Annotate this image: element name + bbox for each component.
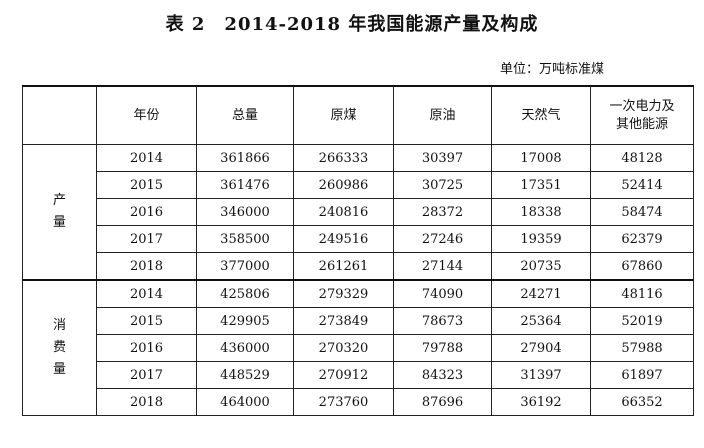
table-title: 表 2 2014-2018 年我国能源产量及构成 xyxy=(165,14,539,35)
table-row: 2016 436000 270320 79788 27904 57988 xyxy=(23,334,694,362)
cell-year: 2016 xyxy=(96,334,197,362)
cell-primary-power: 52414 xyxy=(590,171,694,199)
cell-total: 464000 xyxy=(196,388,294,416)
table-row: 消 费 量 2014 425806 279329 74090 24271 48116 xyxy=(22,279,694,416)
cell-oil: 30397 xyxy=(393,144,492,172)
table-row: 2017 358500 249516 27246 19359 62379 xyxy=(23,225,694,253)
cell-year: 2014 xyxy=(96,144,197,172)
cell-gas: 19359 xyxy=(491,225,591,253)
cell-year: 2017 xyxy=(96,361,197,389)
cell-total: 346000 xyxy=(196,198,294,226)
table-row: 2017 448529 270912 84323 31397 61897 xyxy=(23,361,694,389)
cell-primary-power: 52019 xyxy=(590,307,694,335)
header-year: 年份 xyxy=(96,85,197,145)
table-row: 产 量 2014 361866 266333 30397 17008 48128 xyxy=(22,144,694,281)
cell-gas: 31397 xyxy=(491,361,591,389)
cell-gas: 20735 xyxy=(491,252,591,281)
cell-total: 377000 xyxy=(196,252,294,281)
cell-primary-power: 67860 xyxy=(590,252,694,281)
cell-year: 2015 xyxy=(96,307,197,335)
cell-oil: 27246 xyxy=(393,225,492,253)
cell-primary-power: 58474 xyxy=(590,198,694,226)
cell-coal: 270912 xyxy=(293,361,394,389)
header-oil: 原油 xyxy=(393,85,492,145)
header-coal: 原煤 xyxy=(293,85,394,145)
cell-oil: 27144 xyxy=(393,252,492,281)
cell-total: 361476 xyxy=(196,171,294,199)
cell-gas: 18338 xyxy=(491,198,591,226)
corner-cell xyxy=(22,85,97,145)
cell-primary-power: 66352 xyxy=(590,388,694,416)
header-row: 年份 总量 原煤 原油 天然气 一次电力及 其他能源 xyxy=(22,85,694,145)
cell-gas: 25364 xyxy=(491,307,591,335)
cell-year: 2016 xyxy=(96,198,197,226)
cell-primary-power: 57988 xyxy=(590,334,694,362)
energy-table: 年份 总量 原煤 原油 天然气 一次电力及 其他能源 产 量 2014 361866… xyxy=(22,85,694,416)
cell-gas: 27904 xyxy=(491,334,591,362)
cell-total: 425806 xyxy=(196,279,294,308)
cell-oil: 28372 xyxy=(393,198,492,226)
group-label-production: 产 量 xyxy=(22,144,97,281)
cell-coal: 273849 xyxy=(293,307,394,335)
cell-year: 2017 xyxy=(96,225,197,253)
cell-coal: 279329 xyxy=(293,279,394,308)
table-body: 产 量 2014 361866 266333 30397 17008 48128 2015 36… xyxy=(22,144,694,416)
cell-total: 448529 xyxy=(196,361,294,389)
cell-year: 2014 xyxy=(96,279,197,308)
cell-coal: 273760 xyxy=(293,388,394,416)
cell-coal: 270320 xyxy=(293,334,394,362)
cell-year: 2018 xyxy=(96,388,197,416)
cell-gas: 17008 xyxy=(491,144,591,172)
cell-oil: 87696 xyxy=(393,388,492,416)
cell-total: 429905 xyxy=(196,307,294,335)
cell-year: 2018 xyxy=(96,252,197,281)
table-row: 2015 429905 273849 78673 25364 52019 xyxy=(23,307,694,335)
cell-gas: 17351 xyxy=(491,171,591,199)
cell-oil: 84323 xyxy=(393,361,492,389)
header-total: 总量 xyxy=(196,85,294,145)
header-primary-power: 一次电力及 其他能源 xyxy=(590,85,694,145)
cell-total: 358500 xyxy=(196,225,294,253)
table-row: 2018 464000 273760 87696 36192 66352 xyxy=(23,388,694,416)
cell-primary-power: 48116 xyxy=(590,279,694,308)
cell-gas: 36192 xyxy=(491,388,591,416)
cell-total: 436000 xyxy=(196,334,294,362)
cell-oil: 74090 xyxy=(393,279,492,308)
cell-oil: 30725 xyxy=(393,171,492,199)
cell-coal: 261261 xyxy=(293,252,394,281)
cell-oil: 79788 xyxy=(393,334,492,362)
unit-label: 单位：万吨标准煤 xyxy=(500,62,605,77)
cell-coal: 266333 xyxy=(293,144,394,172)
header-gas: 天然气 xyxy=(491,85,591,145)
cell-total: 361866 xyxy=(196,144,294,172)
cell-oil: 78673 xyxy=(393,307,492,335)
cell-primary-power: 48128 xyxy=(590,144,694,172)
group-label-consumption: 消 费 量 xyxy=(22,279,97,416)
cell-coal: 249516 xyxy=(293,225,394,253)
cell-primary-power: 61897 xyxy=(590,361,694,389)
table-row: 2018 377000 261261 27144 20735 67860 xyxy=(23,252,694,281)
cell-coal: 240816 xyxy=(293,198,394,226)
cell-year: 2015 xyxy=(96,171,197,199)
cell-primary-power: 62379 xyxy=(590,225,694,253)
cell-coal: 260986 xyxy=(293,171,394,199)
table-row: 2016 346000 240816 28372 18338 58474 xyxy=(23,198,694,226)
cell-gas: 24271 xyxy=(491,279,591,308)
table-row: 2015 361476 260986 30725 17351 52414 xyxy=(23,171,694,199)
